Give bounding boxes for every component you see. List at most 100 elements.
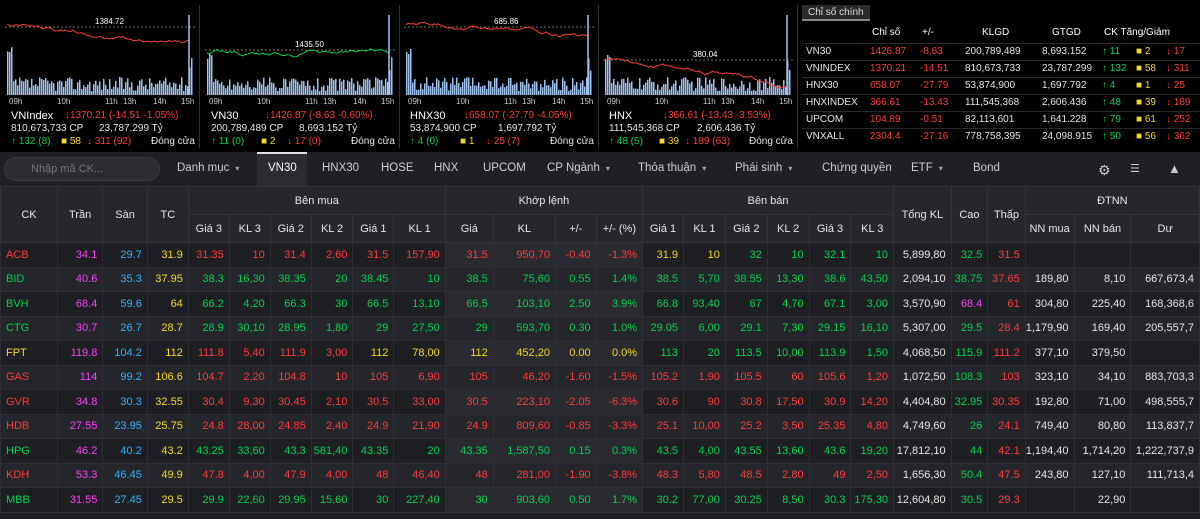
cell-foreign-sell: 127,10 [1073,462,1132,488]
cell-buy-vol-3: 4,20 [228,291,271,317]
cell-sell-price-3: 25.35 [808,413,852,439]
table-row[interactable]: FPT 119.8 104.2 112 111.8 5,40 111.9 3,00 112 78,… [0,340,1200,366]
cell-ck[interactable]: MBB [0,487,58,513]
cell-ck[interactable]: BID [0,266,58,292]
cell-buy-price-3: 31.35 [187,242,230,268]
cell-change: -2.05 [554,389,597,415]
index-row-vnindex[interactable]: VNINDEX 1370.21 -14.51 810,673,733 23,787.29… [802,60,1200,75]
mini-chart-up: ↑ 132 (8) [11,136,51,147]
cell-tc: 64 [146,291,189,317]
tab-danh-muc[interactable]: Danh mục ▾ [177,162,240,174]
cell-change-pct: 1.0% [595,315,644,341]
mini-chart-volume: 200,789,489 CP [211,123,284,134]
index-up: ↑ 4 [1102,80,1116,91]
index-ref: ■ 61 [1136,114,1156,125]
cell-sell-vol-3: 4,80 [850,413,895,439]
tab-cp-nganh[interactable]: CP Ngành ▾ [547,162,610,174]
mini-chart-volume: 111,545,368 CP [609,123,680,134]
chart-hnx30[interactable]: 685.86 09h 10h 11h 13h 14h 15h HNX30 ↓658.07 (-2… [404,5,599,148]
cell-buy-vol-3: 33,60 [228,438,271,464]
cell-sell-price-2: 29.1 [724,315,768,341]
cell-change-pct: 0.3% [595,438,644,464]
cell-ck[interactable]: CTG [0,315,58,341]
tab-phai-sinh[interactable]: Phái sinh ▾ [735,162,793,174]
cell-match-price: 38.5 [444,266,494,292]
tab-vn30[interactable]: VN30 [268,162,297,174]
cell-match-price: 105 [444,364,494,390]
x-tick: 10h [655,97,669,106]
index-row-vnxall[interactable]: VNXALL 2304.4 -27.16 778,758,395 24,098.915 ↑… [802,128,1200,143]
table-row[interactable]: GVR 34.8 30.3 32.55 30.4 9,30 30.45 2,10 30.5 33,… [0,389,1200,415]
cell-sell-vol-2: 10,00 [766,340,810,366]
index-row-hnx30[interactable]: HNX30 658.07 -27.79 53,874,900 1,697.792 ↑ 4 ■… [802,77,1200,92]
cell-ck[interactable]: FPT [0,340,58,366]
scroll-top-icon[interactable]: ▲ [1168,161,1181,176]
tab-hnx[interactable]: HNX [434,162,459,174]
mini-chart-name: VNIndex [11,110,54,122]
chart-hnx[interactable]: 380.04 09h 10h 11h 13h 14h 15h HNX ↓366.61 (-13.… [603,5,798,148]
cell-low: 111.2 [987,340,1026,366]
cell-ck[interactable]: BVH [0,291,58,317]
hdr-up-down: CK Tăng/Giảm [1104,27,1170,38]
gear-icon[interactable]: ⚙ [1098,162,1111,178]
index-row-vn30[interactable]: VN30 1426.87 -8.63 200,789,489 8,693.152 ↑ 11… [802,43,1200,58]
table-row[interactable]: BID 40.6 35.3 37.95 38.3 16,30 38.35 20 38.45 10 3… [0,266,1200,292]
filter-icon[interactable]: ☰ [1130,163,1140,175]
table-row[interactable]: MBB 31.55 27.45 29.5 29.9 22,60 29.95 15,60 30 22… [0,487,1200,513]
index-row-upcom[interactable]: UPCOM 104.89 -0.51 82,113,601 1,641.228 ↑ 79 ■… [802,111,1200,126]
cell-san: 40.2 [102,438,148,464]
cell-sell-vol-2: 2,80 [766,462,810,488]
cell-tc: 106.6 [146,364,189,390]
x-tick: 15h [779,97,793,106]
cell-ck[interactable]: HDB [0,413,58,439]
tab-hnx30[interactable]: HNX30 [322,162,360,174]
index-name: VNXALL [806,131,845,142]
tab-thoa-thuan[interactable]: Thỏa thuận ▾ [638,162,707,174]
cell-sell-price-1: 31.9 [642,242,685,268]
chevron-down-icon: ▾ [938,164,943,173]
cell-change: -1.60 [554,364,597,390]
tab-etf[interactable]: ETF ▾ [911,162,943,174]
cell-foreign-sell: 80,80 [1073,413,1132,439]
cell-foreign-room: 1,222,737,9 [1130,438,1200,464]
mini-chart-change: ↓366.61 (-13.43 -3.53%) [663,110,771,121]
cell-buy-vol-2: 2,60 [310,242,354,268]
table-row[interactable]: BVH 68.4 59.6 64 66.2 4,20 66.3 30 66.5 13,10 66.5… [0,291,1200,317]
tab-main-indices[interactable]: Chỉ số chính [802,5,870,21]
cell-foreign-room: 205,557,7 [1130,315,1200,341]
cell-tran: 31.55 [56,487,104,513]
table-row[interactable]: ACB 34.1 29.7 31.9 31.35 10 31.4 2,60 31.5 157,90… [0,242,1200,268]
index-row-hnxindex[interactable]: HNXINDEX 366.61 -13.43 111,545,368 2,606.436… [802,94,1200,109]
cell-ck[interactable]: KDH [0,462,58,488]
table-row[interactable]: KDH 53.3 46.45 49.9 47.8 4,00 47.9 4,00 48 46,40 4… [0,462,1200,488]
group-buy: Bên mua [187,186,446,215]
chart-vn30[interactable]: 1435.50 09h 10h 11h 13h 14h 15h VN30 ↓1426.87 (-… [205,5,400,148]
cell-buy-price-1: 112 [352,340,395,366]
tab-chung-quyen[interactable]: Chứng quyền [822,162,892,174]
cell-sell-vol-1: 5,70 [683,266,726,292]
table-row[interactable]: GAS 114 99.2 106.6 104.7 2,20 104.8 10 105 6,90 10… [0,364,1200,390]
cell-sell-price-1: 43.5 [642,438,685,464]
table-row[interactable]: HPG 46.2 40.2 43.2 43.25 33,60 43.3 581,40 43.35… [0,438,1200,464]
index-klgd: 200,789,489 [965,46,1021,57]
search-input[interactable] [4,157,160,181]
cell-high: 29.5 [950,315,989,341]
cell-ck[interactable]: GAS [0,364,58,390]
cell-ck[interactable]: ACB [0,242,58,268]
tab-hose[interactable]: HOSE [381,162,414,174]
tab-upcom[interactable]: UPCOM [483,162,526,174]
mini-chart-value: 1,697.792 Tỷ [498,123,557,134]
col-tran: Trần [56,186,104,243]
chart-vnindex[interactable]: 1384.72 09h 10h 11h 13h 14h 15h VNIndex ↓1370.21… [5,5,200,148]
table-row[interactable]: HDB 27.55 23.95 25.75 24.8 28,00 24.85 2,40 24.9… [0,413,1200,439]
table-row[interactable]: CTG 30.7 26.7 28.7 28.9 30,10 28.95 1,80 29 27,50… [0,315,1200,341]
tab-bond[interactable]: Bond [973,162,1000,174]
index-summary-table: Chỉ số chính Chỉ số +/- KLGD GTGD CK Tăn… [802,5,1200,148]
cell-foreign-buy: 189,80 [1024,266,1075,292]
cell-sell-vol-1: 6,00 [683,315,726,341]
cell-ck[interactable]: HPG [0,438,58,464]
cell-ck[interactable]: GVR [0,389,58,415]
cell-buy-price-2: 111.9 [269,340,312,366]
cell-san: 104.2 [102,340,148,366]
cell-foreign-sell: 8,10 [1073,266,1132,292]
